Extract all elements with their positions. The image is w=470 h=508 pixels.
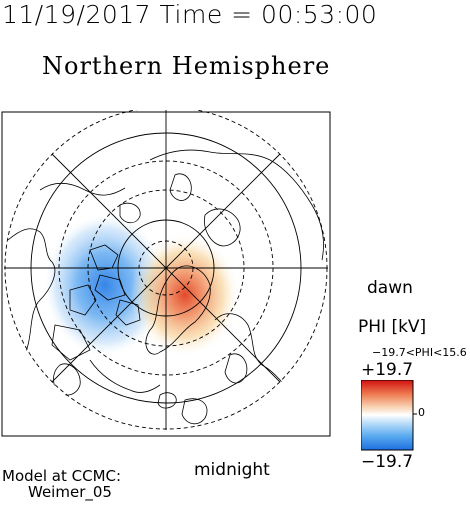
colorbar-max-label: +19.7	[361, 360, 414, 380]
model-credit-line1: Model at CCMC:	[2, 467, 122, 485]
colorbar-title: PHI [kV]	[358, 317, 427, 337]
positive-potential-cell	[130, 233, 240, 357]
coastlines	[7, 149, 324, 425]
model-credit-line2: Weimer_05	[28, 483, 112, 501]
colorbar-min-label: −19.7	[361, 452, 414, 472]
timestamp-title: 11/19/2017 Time = 00:53:00	[2, 0, 378, 29]
colorbar	[361, 380, 417, 451]
polar-map	[1, 110, 331, 437]
midnight-label: midnight	[194, 460, 270, 480]
colorbar-zero-label: 0	[418, 406, 425, 419]
potential-overlay	[43, 213, 240, 357]
colorbar-range: −19.7<PHI<15.6	[372, 346, 467, 359]
dawn-label: dawn	[367, 278, 413, 298]
colorbar-gradient	[361, 380, 414, 451]
hemisphere-title: Northern Hemisphere	[42, 52, 331, 80]
